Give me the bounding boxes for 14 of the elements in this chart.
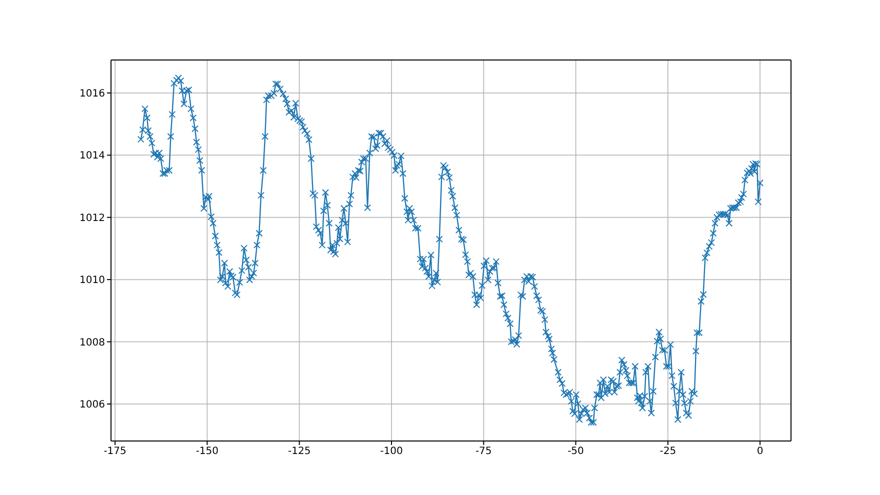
x-tick-label: -175 — [104, 446, 126, 458]
x-tick-label: -150 — [196, 446, 219, 458]
x-tick-label: -100 — [380, 446, 403, 458]
x-tick-label: -125 — [288, 446, 311, 458]
y-tick-label: 1008 — [80, 337, 105, 348]
y-tick-label: 1016 — [80, 88, 105, 100]
x-tick-label: 0 — [756, 446, 764, 458]
x-tick-label: -50 — [568, 446, 584, 458]
x-tick-label: -75 — [475, 446, 492, 458]
x-tick-label: -25 — [660, 446, 676, 458]
y-tick-label: 1006 — [80, 400, 105, 411]
y-tick-label: 1012 — [80, 212, 105, 224]
y-tick-label: 1014 — [80, 150, 105, 162]
y-tick-label: 1010 — [80, 275, 105, 286]
